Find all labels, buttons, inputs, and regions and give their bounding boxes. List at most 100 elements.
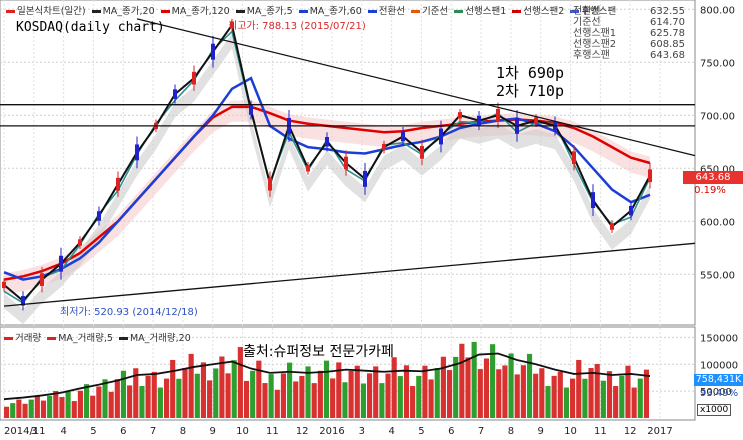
change-percent: 0.19% xyxy=(694,185,726,196)
candle-body xyxy=(363,170,367,187)
resistance-annotation-2: 2차 710p xyxy=(496,82,564,100)
candle-body xyxy=(173,89,177,99)
volume-bar xyxy=(588,368,594,418)
volume-bar xyxy=(34,395,40,418)
candle-body xyxy=(648,169,652,183)
volume-bar xyxy=(416,375,422,418)
price-lines xyxy=(0,18,696,401)
volume-bar xyxy=(557,371,563,418)
volume-bar xyxy=(280,373,287,418)
indicator-values-box: 전환선 632.55 기준선 614.70 선행스팬1 625.78 선행스팬2 608.85… xyxy=(573,6,685,61)
legend-item: 선행스팬1 xyxy=(454,6,506,17)
x-axis: 2014/113 4 5 6 7 8 9 10 11 12 2016 3 4 5 6 7 8 9 10 11 12 201… xyxy=(4,426,673,437)
candle-body xyxy=(135,144,139,161)
volume-bar xyxy=(83,384,90,418)
volume-bar xyxy=(496,369,502,418)
indicator-row: 기준선 614.70 xyxy=(573,17,685,28)
candle-body xyxy=(40,273,44,286)
volume-bar xyxy=(317,370,323,418)
volume-bar xyxy=(114,379,120,418)
volume-bar xyxy=(643,369,649,418)
candle-body xyxy=(21,296,25,306)
volume-bar xyxy=(219,356,225,418)
volume-legend-item: MA_거래량,20 xyxy=(118,333,191,344)
volume-bar xyxy=(379,383,385,418)
legend-item: MA_종가,120 xyxy=(160,6,230,17)
volume-bar xyxy=(4,406,10,418)
candle-body xyxy=(572,151,576,165)
candle-body xyxy=(59,255,63,272)
volume-bar xyxy=(570,378,576,418)
price-tick-label: 800.00 xyxy=(700,5,735,16)
y-axis: 550.00 600.00 650.00 700.00 750.00 800.00 5000… xyxy=(700,5,738,398)
indicator-row: 선행스팬2 608.85 xyxy=(573,39,685,50)
x-tick-label: 12 xyxy=(296,426,309,437)
candle-body xyxy=(97,211,101,221)
legend-item: MA_종가,20 xyxy=(91,6,155,17)
volume-tag: 758,431K xyxy=(694,374,743,386)
volume-bar xyxy=(625,365,631,418)
volume-bar xyxy=(120,370,127,418)
volume-bar xyxy=(90,395,96,418)
volume-bar xyxy=(514,374,520,418)
x-tick-label: 8 xyxy=(508,426,514,437)
volume-bar xyxy=(108,391,114,418)
volume-legend-item: MA_거래량,5 xyxy=(47,333,113,344)
volume-bar xyxy=(422,365,428,418)
price-tick-label: 650.00 xyxy=(700,164,735,175)
legend-item: 후행스팬 xyxy=(570,6,616,17)
lagging-area xyxy=(4,33,650,325)
volume-bar xyxy=(397,376,403,418)
volume-bar xyxy=(225,373,231,418)
indicator-row: 전환선 632.55 xyxy=(573,6,685,17)
volume-tick-label: 50000 xyxy=(700,387,732,398)
chart-title: KOSDAQ(daily chart) xyxy=(16,20,165,35)
volume-bar xyxy=(102,379,108,418)
candle-body xyxy=(401,131,405,142)
volume-bar xyxy=(551,375,557,418)
volume-legend: 거래량 MA_거래량,5 MA_거래량,20 xyxy=(4,330,197,344)
legend-item: 기준선 xyxy=(411,6,448,17)
volume-bar xyxy=(385,373,391,418)
current-price-tag: 643.68 xyxy=(683,171,743,184)
volume-bar xyxy=(71,401,77,418)
candle-body xyxy=(249,105,253,115)
volume-bar xyxy=(256,360,262,418)
x-tick-label: 9 xyxy=(538,426,544,437)
price-tick-label: 700.00 xyxy=(700,111,735,122)
volume-bar xyxy=(96,386,102,418)
volume-bar xyxy=(582,378,588,418)
volume-bar xyxy=(47,395,53,418)
upper-trend-line xyxy=(136,18,696,157)
legend-item: 일본식차트(일간) xyxy=(6,6,86,17)
volume-bar xyxy=(16,399,22,418)
x-tick-label: 5 xyxy=(90,426,96,437)
x-tick-label: 4 xyxy=(388,426,394,437)
volume-bar xyxy=(133,368,139,418)
volume-bar xyxy=(59,397,65,418)
volume-bar xyxy=(330,378,336,418)
x-tick-label: 5 xyxy=(418,426,424,437)
volume-bar xyxy=(299,375,305,418)
volume-bar xyxy=(366,373,373,418)
x-tick-label: 10 xyxy=(564,426,577,437)
volume-bar xyxy=(348,370,354,418)
volume-bar xyxy=(127,385,133,418)
x-tick-label: 6 xyxy=(120,426,126,437)
volume-bar xyxy=(250,370,256,418)
candle-body xyxy=(477,115,481,126)
volume-bar xyxy=(22,403,28,418)
volume-bar xyxy=(520,365,526,418)
volume-bar xyxy=(631,387,637,418)
candle-body xyxy=(211,43,215,60)
volume-tick-label: 100000 xyxy=(700,360,738,371)
candle-body xyxy=(439,128,443,145)
volume-bar xyxy=(323,360,330,418)
candle-body xyxy=(591,192,595,209)
volume-bar xyxy=(508,353,514,418)
low-price-label: 최저가: 520.93 (2014/12/18) xyxy=(60,307,198,318)
x-tick-label: 2016 xyxy=(319,426,344,437)
volume-bar xyxy=(274,389,280,418)
volume-bar xyxy=(213,368,219,418)
source-label: 출처:슈퍼정보 전문가카페 xyxy=(243,344,394,360)
